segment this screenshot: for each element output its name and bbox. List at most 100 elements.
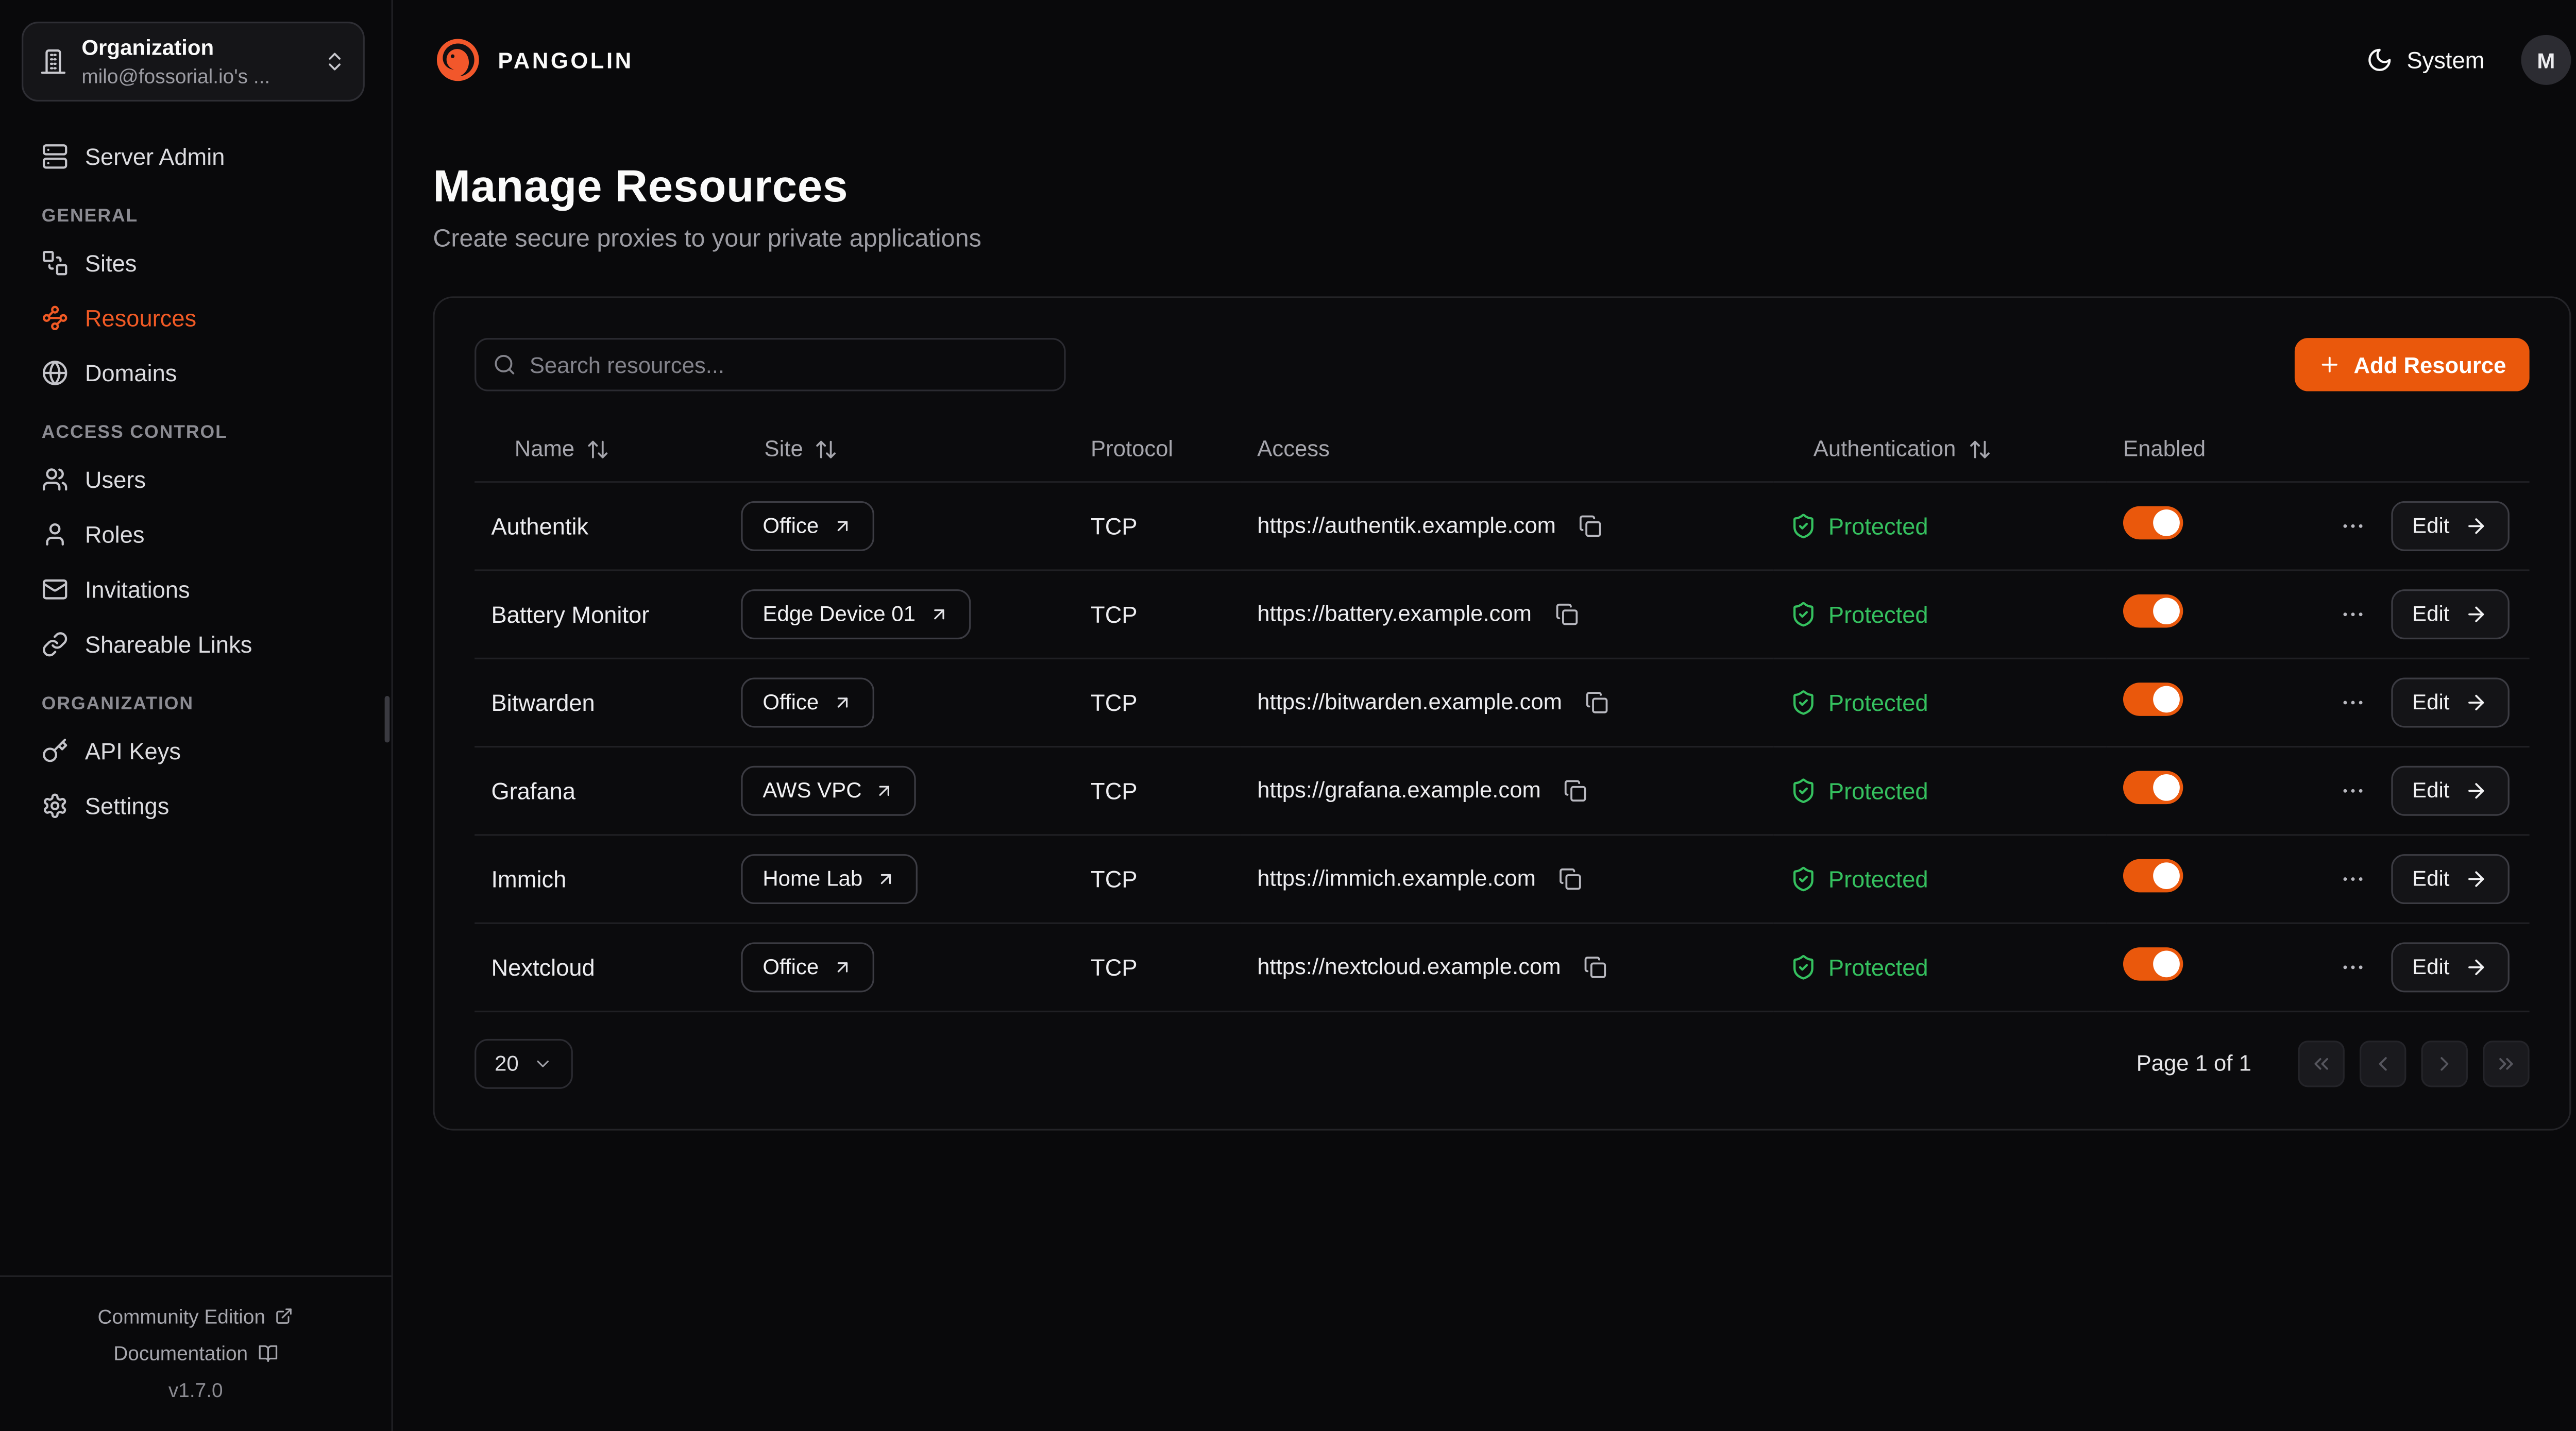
enabled-toggle[interactable]	[2123, 947, 2183, 981]
sort-icon	[1968, 437, 1991, 461]
sidebar-item-api-keys[interactable]: API Keys	[22, 723, 370, 778]
site-link-button[interactable]: Office	[741, 941, 874, 992]
table-row: Nextcloud Office TCP https://nextcloud.e…	[474, 922, 2530, 1012]
copy-url-button[interactable]	[1552, 860, 1589, 896]
copy-url-button[interactable]	[1557, 772, 1594, 808]
org-switcher[interactable]: Organization milo@fossorial.io's ...	[22, 22, 365, 102]
auth-status: Protected	[1828, 953, 1928, 980]
arrow-right-icon	[2465, 690, 2488, 713]
copy-url-button[interactable]	[1579, 684, 1615, 720]
access-url: https://bitwarden.example.com	[1257, 689, 1563, 714]
enabled-toggle[interactable]	[2123, 683, 2183, 716]
sidebar-item-roles[interactable]: Roles	[22, 506, 370, 561]
row-menu-button[interactable]	[2334, 595, 2370, 632]
row-menu-button[interactable]	[2334, 772, 2370, 808]
enabled-toggle[interactable]	[2123, 594, 2183, 628]
sort-by-name-button[interactable]: Name	[491, 424, 633, 474]
resources-table: Name Site Protocol Access Authentication	[474, 418, 2530, 1012]
last-page-button[interactable]	[2483, 1040, 2530, 1086]
row-menu-button[interactable]	[2334, 684, 2370, 720]
page-size-select[interactable]: 20	[474, 1038, 574, 1088]
add-resource-button[interactable]: Add Resource	[2295, 338, 2530, 391]
search-input[interactable]	[529, 352, 1048, 378]
theme-toggle-button[interactable]: System	[2367, 47, 2484, 74]
arrow-up-right-icon	[832, 957, 852, 977]
edit-button[interactable]: Edit	[2391, 588, 2510, 639]
edit-button[interactable]: Edit	[2391, 676, 2510, 727]
resource-protocol: TCP	[1074, 657, 1241, 747]
sort-icon	[586, 437, 609, 461]
enabled-toggle[interactable]	[2123, 771, 2183, 805]
sidebar-item-sites[interactable]: Sites	[22, 235, 370, 290]
documentation-label: Documentation	[113, 1341, 248, 1365]
edit-button[interactable]: Edit	[2391, 853, 2510, 904]
copy-url-button[interactable]	[1578, 948, 1614, 985]
community-edition-link[interactable]: Community Edition	[0, 1298, 392, 1335]
enabled-toggle[interactable]	[2123, 859, 2183, 893]
edit-button[interactable]: Edit	[2391, 500, 2510, 551]
resources-card: Add Resource Name Site	[433, 296, 2571, 1130]
arrow-right-icon	[2465, 602, 2488, 625]
site-name: Home Lab	[762, 865, 863, 891]
book-icon	[258, 1343, 278, 1363]
chevrons-left-icon	[2310, 1051, 2333, 1075]
sidebar-footer: Community Edition Documentation v1.7.0	[0, 1274, 392, 1431]
edit-button[interactable]: Edit	[2391, 941, 2510, 992]
column-header-authentication: Authentication	[1813, 436, 1956, 462]
site-name: Office	[762, 689, 819, 714]
brand: PANGOLIN	[433, 35, 633, 85]
sidebar-section-access-control: ACCESS CONTROL	[41, 422, 228, 443]
sidebar-item-settings[interactable]: Settings	[22, 777, 370, 832]
table-row: Bitwarden Office TCP https://bitwarden.e…	[474, 657, 2530, 747]
avatar-initial: M	[2537, 47, 2555, 73]
add-resource-label: Add Resource	[2353, 352, 2506, 378]
sidebar-scrollbar-thumb[interactable]	[384, 696, 390, 743]
user-avatar[interactable]: M	[2521, 35, 2571, 85]
chevrons-up-down-icon	[323, 50, 346, 73]
site-link-button[interactable]: Office	[741, 676, 874, 727]
row-menu-button[interactable]	[2334, 948, 2370, 985]
access-url: https://immich.example.com	[1257, 865, 1536, 891]
sidebar-item-resources[interactable]: Resources	[22, 289, 370, 345]
arrow-up-right-icon	[876, 868, 896, 889]
site-link-button[interactable]: Edge Device 01	[741, 588, 971, 639]
search-icon	[493, 353, 516, 376]
shield-check-icon	[1790, 777, 1817, 804]
sidebar-item-users[interactable]: Users	[22, 451, 370, 506]
sidebar-item-label: Settings	[84, 791, 170, 819]
documentation-link[interactable]: Documentation	[0, 1335, 392, 1371]
column-header-protocol: Protocol	[1091, 436, 1174, 461]
row-menu-button[interactable]	[2334, 860, 2370, 896]
access-url: https://nextcloud.example.com	[1257, 954, 1561, 979]
chevron-right-icon	[2433, 1051, 2456, 1075]
next-page-button[interactable]	[2421, 1040, 2468, 1086]
enabled-toggle[interactable]	[2123, 506, 2183, 540]
previous-page-button[interactable]	[2359, 1040, 2406, 1086]
ellipsis-icon	[2339, 512, 2366, 539]
sidebar-item-invitations[interactable]: Invitations	[22, 561, 370, 616]
sidebar-item-server-admin[interactable]: Server Admin	[22, 128, 370, 183]
plus-icon	[2319, 353, 2342, 376]
users-icon	[42, 465, 69, 492]
sidebar-item-shareable-links[interactable]: Shareable Links	[22, 616, 370, 671]
row-menu-button[interactable]	[2334, 507, 2370, 543]
edit-button[interactable]: Edit	[2391, 765, 2510, 815]
sort-by-authentication-button[interactable]: Authentication	[1790, 424, 2014, 474]
sites-icon	[42, 249, 69, 276]
auth-status: Protected	[1828, 776, 1928, 804]
resource-protocol: TCP	[1074, 834, 1241, 924]
toggle-knob	[2153, 598, 2180, 625]
site-link-button[interactable]: Office	[741, 500, 874, 551]
sort-by-site-button[interactable]: Site	[741, 424, 861, 474]
copy-url-button[interactable]	[1572, 507, 1609, 543]
copy-url-button[interactable]	[1548, 595, 1585, 632]
site-link-button[interactable]: Home Lab	[741, 853, 918, 904]
ellipsis-icon	[2339, 600, 2366, 627]
site-link-button[interactable]: AWS VPC	[741, 765, 917, 815]
copy-icon	[1584, 955, 1607, 978]
moon-icon	[2367, 47, 2394, 74]
first-page-button[interactable]	[2298, 1040, 2345, 1086]
pager	[2298, 1040, 2530, 1086]
sidebar-item-domains[interactable]: Domains	[22, 345, 370, 400]
